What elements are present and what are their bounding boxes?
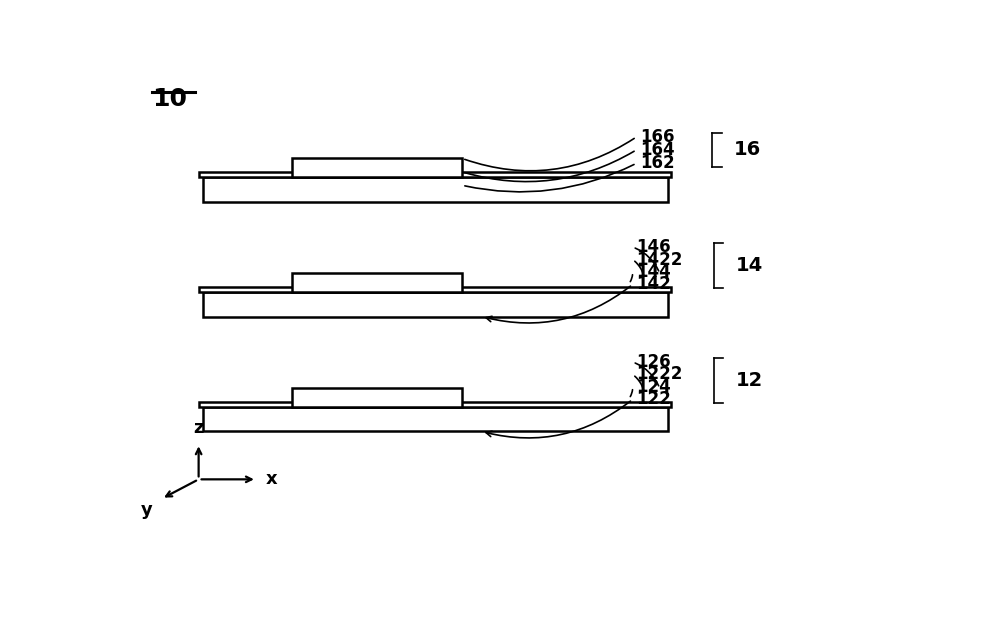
- Bar: [202, 177, 668, 202]
- Text: 12: 12: [736, 371, 763, 390]
- Text: 162: 162: [640, 154, 675, 172]
- Bar: [292, 274, 462, 292]
- Bar: [292, 388, 462, 407]
- Text: 14: 14: [736, 256, 763, 276]
- Text: 122: 122: [637, 391, 671, 409]
- Bar: [199, 287, 671, 292]
- Text: y: y: [140, 501, 152, 519]
- Text: 124: 124: [637, 378, 671, 396]
- Text: 16: 16: [734, 141, 761, 159]
- Text: 1222: 1222: [637, 366, 683, 383]
- Text: 146: 146: [637, 238, 671, 256]
- Text: 166: 166: [640, 128, 675, 146]
- Text: x: x: [266, 470, 278, 488]
- Text: 142: 142: [637, 276, 671, 294]
- Text: 164: 164: [640, 141, 675, 159]
- Text: 1422: 1422: [637, 251, 683, 269]
- Bar: [199, 402, 671, 407]
- Bar: [202, 292, 668, 317]
- Bar: [199, 172, 671, 177]
- Bar: [202, 407, 668, 432]
- Bar: [292, 159, 462, 177]
- Text: 126: 126: [637, 353, 671, 371]
- Text: z: z: [193, 419, 204, 437]
- Text: 10: 10: [152, 86, 187, 111]
- Text: 144: 144: [637, 263, 671, 281]
